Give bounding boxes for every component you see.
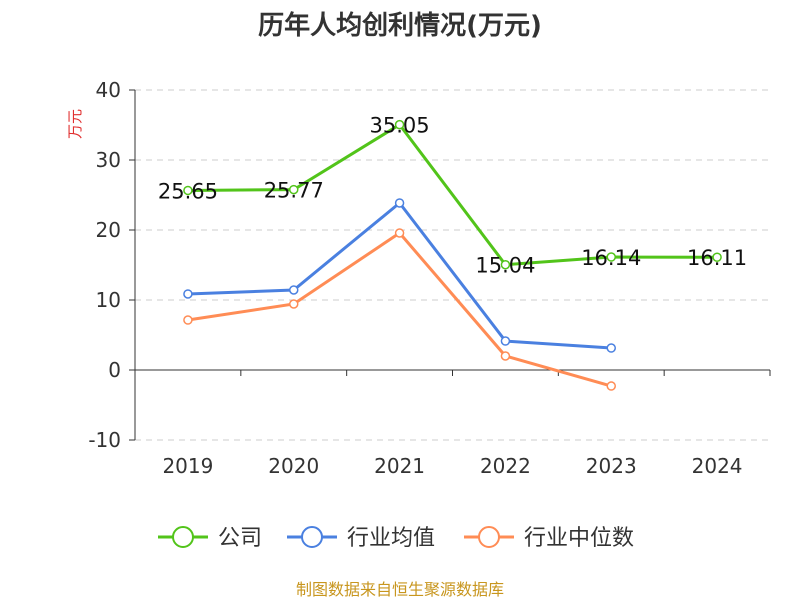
data-point — [183, 289, 193, 299]
x-tick-label: 2023 — [586, 454, 637, 478]
data-point — [394, 228, 405, 238]
source-footer: 制图数据来自恒生聚源数据库 — [296, 580, 504, 599]
x-tick-label: 2024 — [692, 454, 743, 478]
data-point — [394, 119, 405, 130]
y-tick-label: 0 — [108, 358, 121, 382]
data-point — [500, 259, 511, 270]
data-point — [500, 351, 511, 361]
data-point — [183, 185, 193, 196]
data-label: 16.14 — [581, 246, 641, 270]
legend-label: 公司 — [218, 526, 262, 551]
data-label: 35.05 — [370, 114, 430, 138]
data-point — [712, 252, 722, 262]
data-point — [183, 315, 193, 325]
data-point — [289, 184, 299, 195]
data-label: 15.04 — [475, 254, 535, 278]
x-tick-label: 2022 — [480, 454, 531, 478]
y-tick-label: -10 — [88, 428, 121, 452]
x-tick-label: 2021 — [374, 454, 425, 478]
series-line — [187, 200, 612, 350]
data-label: 25.77 — [264, 179, 324, 203]
y-tick-label: 20 — [96, 218, 121, 242]
data-point — [500, 336, 511, 346]
legend-label: 行业中位数 — [524, 526, 634, 551]
series-line — [187, 122, 718, 267]
data-point — [289, 299, 299, 309]
legend-item[interactable]: 行业中位数 — [464, 526, 634, 551]
legend-label: 行业均值 — [347, 526, 435, 551]
data-point — [394, 198, 405, 208]
y-tick-label: 10 — [96, 288, 121, 312]
x-tick-label: 2019 — [162, 454, 213, 478]
x-tick-label: 2020 — [268, 454, 319, 478]
data-point — [606, 381, 616, 391]
legend-circle-icon — [301, 526, 323, 548]
y-tick-label: 30 — [96, 148, 121, 172]
legend-circle-icon — [478, 526, 500, 548]
legend-item[interactable]: 行业均值 — [287, 526, 435, 551]
data-label: 25.65 — [158, 179, 218, 203]
legend-item[interactable]: 公司 — [158, 526, 262, 551]
chart-title: 历年人均创利情况(万元) — [258, 10, 542, 41]
data-point — [606, 252, 616, 262]
series-line — [187, 231, 612, 388]
y-axis-unit: 万元 — [66, 109, 84, 139]
legend-circle-icon — [172, 526, 194, 548]
data-point — [289, 285, 299, 295]
data-point — [606, 343, 616, 353]
y-tick-label: 40 — [96, 78, 121, 102]
data-label: 16.11 — [687, 246, 747, 270]
